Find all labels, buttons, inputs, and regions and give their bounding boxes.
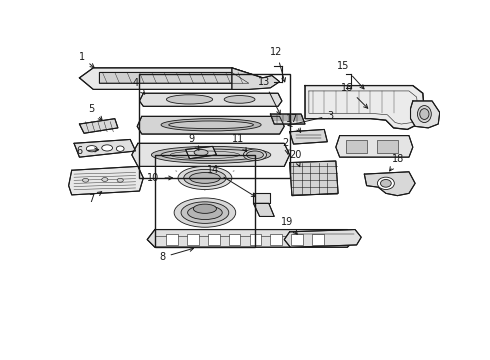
Ellipse shape	[381, 180, 391, 187]
Polygon shape	[147, 230, 355, 247]
Polygon shape	[186, 147, 217, 159]
Text: 13: 13	[258, 77, 280, 114]
Ellipse shape	[181, 202, 229, 223]
Text: 4: 4	[133, 78, 145, 94]
Text: 5: 5	[89, 104, 102, 120]
Ellipse shape	[102, 177, 108, 181]
Text: 9: 9	[189, 134, 199, 150]
Bar	[377, 140, 398, 153]
Ellipse shape	[169, 121, 253, 129]
Bar	[229, 234, 240, 245]
Text: 3: 3	[288, 111, 334, 126]
Text: 17: 17	[286, 114, 301, 132]
Text: 20: 20	[289, 150, 301, 167]
Ellipse shape	[184, 170, 226, 186]
Ellipse shape	[224, 95, 255, 103]
Polygon shape	[290, 130, 327, 144]
Polygon shape	[305, 86, 424, 130]
Ellipse shape	[167, 95, 213, 104]
Ellipse shape	[178, 166, 232, 189]
Text: 1: 1	[79, 52, 94, 68]
Ellipse shape	[194, 149, 208, 156]
Ellipse shape	[161, 119, 261, 131]
Polygon shape	[74, 139, 136, 157]
Bar	[140, 74, 290, 178]
Ellipse shape	[117, 178, 123, 182]
Bar	[346, 140, 368, 153]
Polygon shape	[69, 166, 143, 195]
Polygon shape	[270, 114, 305, 124]
Ellipse shape	[377, 177, 394, 189]
Bar	[312, 234, 323, 245]
Ellipse shape	[82, 178, 89, 182]
Text: 19: 19	[281, 217, 297, 234]
Ellipse shape	[102, 145, 113, 151]
Ellipse shape	[417, 105, 431, 122]
Text: 8: 8	[160, 248, 194, 262]
Text: 14: 14	[206, 165, 256, 197]
Text: 2: 2	[283, 138, 289, 154]
Bar	[270, 234, 282, 245]
Polygon shape	[284, 230, 361, 247]
Polygon shape	[365, 172, 415, 195]
Text: 12: 12	[270, 48, 286, 82]
Text: 15: 15	[337, 61, 364, 89]
Ellipse shape	[420, 109, 429, 120]
Polygon shape	[411, 101, 440, 128]
Bar	[208, 234, 220, 245]
Polygon shape	[140, 93, 282, 106]
Polygon shape	[253, 193, 270, 203]
Polygon shape	[99, 72, 249, 83]
Text: 10: 10	[147, 173, 172, 183]
Ellipse shape	[151, 147, 271, 163]
Polygon shape	[336, 136, 413, 157]
Text: 11: 11	[232, 134, 246, 152]
Ellipse shape	[246, 151, 264, 159]
Ellipse shape	[86, 145, 97, 152]
Bar	[155, 155, 255, 247]
Bar	[167, 234, 178, 245]
Polygon shape	[290, 161, 338, 195]
Ellipse shape	[161, 149, 261, 161]
Ellipse shape	[194, 204, 217, 213]
Polygon shape	[232, 68, 280, 89]
Text: 7: 7	[89, 192, 101, 204]
Ellipse shape	[244, 149, 267, 161]
Ellipse shape	[188, 206, 222, 220]
Bar	[291, 234, 303, 245]
Bar	[187, 234, 199, 245]
Bar	[249, 234, 261, 245]
Polygon shape	[137, 116, 284, 134]
Ellipse shape	[117, 146, 124, 152]
Ellipse shape	[190, 172, 220, 183]
Polygon shape	[79, 68, 263, 89]
Text: 18: 18	[390, 154, 404, 171]
Polygon shape	[132, 143, 290, 166]
Polygon shape	[79, 119, 118, 133]
Polygon shape	[253, 203, 274, 216]
Text: 6: 6	[76, 146, 98, 156]
Text: 16: 16	[341, 83, 368, 108]
Ellipse shape	[174, 198, 236, 227]
